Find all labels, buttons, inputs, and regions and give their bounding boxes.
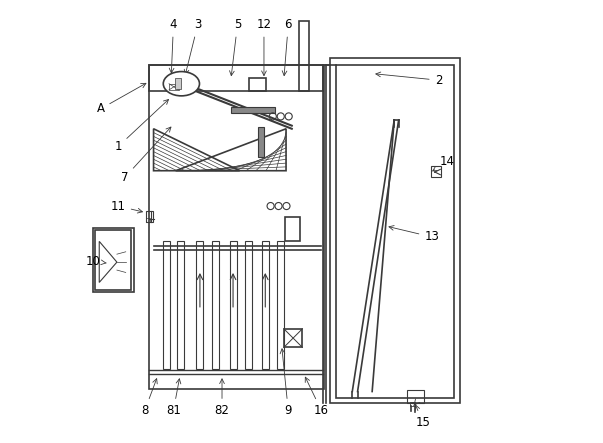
Bar xyxy=(93,228,134,292)
Text: 9: 9 xyxy=(280,349,292,417)
Bar xyxy=(285,217,300,241)
Bar xyxy=(408,390,425,403)
Text: 5: 5 xyxy=(230,19,241,76)
Text: 4: 4 xyxy=(169,19,177,73)
Bar xyxy=(299,20,309,91)
Bar xyxy=(284,329,302,347)
Bar xyxy=(163,241,170,369)
Bar xyxy=(177,241,183,369)
Text: 14: 14 xyxy=(433,155,455,171)
Bar xyxy=(330,58,461,403)
Text: 11: 11 xyxy=(111,199,142,213)
Bar xyxy=(147,218,150,222)
Bar xyxy=(262,241,269,369)
Ellipse shape xyxy=(163,72,200,96)
Text: 15: 15 xyxy=(415,405,431,429)
Text: 1: 1 xyxy=(115,100,168,153)
Bar xyxy=(245,241,252,369)
Text: 82: 82 xyxy=(215,379,230,417)
Text: 13: 13 xyxy=(389,225,439,244)
Bar xyxy=(175,78,182,89)
Bar xyxy=(95,230,131,290)
Polygon shape xyxy=(258,127,264,157)
Text: 12: 12 xyxy=(256,19,271,76)
Text: 10: 10 xyxy=(86,255,106,268)
Text: 2: 2 xyxy=(376,72,442,87)
Text: 3: 3 xyxy=(185,19,201,74)
Bar xyxy=(336,65,454,398)
Bar xyxy=(248,78,266,91)
Bar xyxy=(149,65,324,389)
Text: A: A xyxy=(96,83,146,115)
Polygon shape xyxy=(231,107,275,113)
Bar xyxy=(277,241,284,369)
Bar xyxy=(212,241,219,369)
Bar xyxy=(197,241,203,369)
Text: 8: 8 xyxy=(141,379,157,417)
Bar xyxy=(145,211,153,222)
Bar xyxy=(431,166,441,177)
Text: 7: 7 xyxy=(121,127,171,184)
Bar xyxy=(230,241,236,369)
Bar xyxy=(409,402,415,406)
Bar xyxy=(169,84,178,90)
Bar xyxy=(149,65,323,91)
Text: 81: 81 xyxy=(166,379,181,417)
Text: 6: 6 xyxy=(282,19,292,76)
Text: 16: 16 xyxy=(305,377,329,417)
